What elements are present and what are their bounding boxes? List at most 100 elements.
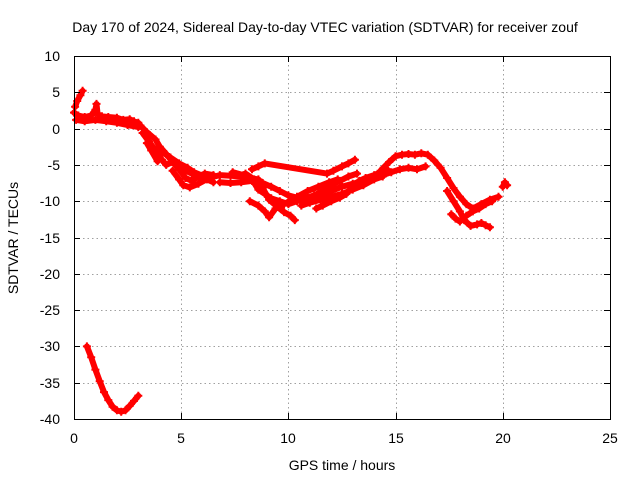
axes: 0 5 10 15 20 25 10 5 0 -5 -10 -15 -20 -25 -30 -35 -40 <box>40 48 618 446</box>
series-end_spike <box>498 178 512 191</box>
data-point-marker <box>498 182 507 191</box>
data-point-marker <box>147 146 156 155</box>
data-point-marker <box>78 86 87 95</box>
data-point-marker <box>404 163 413 172</box>
data-point-marker <box>95 377 104 386</box>
data-point-marker <box>344 172 353 181</box>
x-axis-label: GPS time / hours <box>289 457 396 473</box>
data-point-marker <box>175 159 184 168</box>
y-tick-label: -15 <box>40 230 60 246</box>
data-point-marker <box>91 115 100 124</box>
data-point-marker <box>333 175 342 184</box>
data-point-marker <box>280 208 289 217</box>
data-point-marker <box>112 118 121 127</box>
data-point-marker <box>82 342 91 351</box>
data-point-marker <box>387 168 396 177</box>
data-point-marker <box>462 211 471 220</box>
data-point-marker <box>325 178 334 187</box>
y-tick-label: -10 <box>40 193 60 209</box>
data-point-marker <box>338 182 346 191</box>
data-point-marker <box>455 207 464 216</box>
data-point-marker <box>190 168 199 177</box>
data-point-marker <box>344 159 353 168</box>
data-point-marker <box>455 217 464 226</box>
data-point-marker <box>314 182 323 191</box>
data-point-marker <box>462 200 471 209</box>
data-point-marker <box>123 121 132 129</box>
data-point-marker <box>391 152 400 161</box>
data-point-marker <box>417 149 426 158</box>
chart-title: Day 170 of 2024, Sidereal Day-to-day VTE… <box>72 19 578 35</box>
data-point-marker <box>443 187 452 195</box>
data-point-marker <box>481 221 490 230</box>
y-tick-label: -5 <box>48 157 61 173</box>
x-tick-label: 20 <box>495 430 511 446</box>
data-point-marker <box>350 155 359 164</box>
data-point-marker <box>316 195 325 204</box>
y-axis-label: SDTVAR / TECUs <box>5 182 21 294</box>
y-tick-label: 0 <box>52 121 60 137</box>
data-point-marker <box>194 179 203 188</box>
data-point-marker <box>312 204 321 213</box>
data-point-marker <box>136 121 145 130</box>
data-point-marker <box>280 200 289 209</box>
data-point-marker <box>87 353 96 362</box>
data-point-marker <box>166 153 175 162</box>
data-point-marker <box>329 166 338 175</box>
data-point-marker <box>183 163 192 172</box>
data-point-marker <box>80 117 89 126</box>
data-point-marker <box>260 159 269 168</box>
data-point-marker <box>385 158 394 166</box>
data-point-marker <box>473 220 482 229</box>
data-point-marker <box>318 201 327 210</box>
data-point-marker <box>423 150 432 159</box>
data-point-marker <box>310 191 319 200</box>
data-point-marker <box>228 168 237 177</box>
series-trail <box>143 140 213 181</box>
data-point-marker <box>248 165 256 174</box>
data-point-marker <box>451 214 460 223</box>
data-point-marker <box>179 181 188 190</box>
data-point-marker <box>348 182 357 191</box>
data-point-marker <box>155 142 164 151</box>
data-point-marker <box>468 207 477 216</box>
data-point-marker <box>157 147 166 156</box>
data-point-marker <box>355 176 364 185</box>
data-point-marker <box>449 184 458 193</box>
data-point-marker <box>258 184 267 193</box>
data-point-marker <box>117 407 126 416</box>
data-point-marker <box>185 183 194 192</box>
data-point-marker <box>410 150 419 159</box>
series-descent_end_b <box>447 197 497 226</box>
data-point-marker <box>254 162 263 171</box>
data-point-marker <box>125 401 134 410</box>
data-point-marker <box>271 204 280 213</box>
data-point-marker <box>72 115 81 124</box>
data-point-marker <box>436 163 445 172</box>
data-point-marker <box>370 171 379 180</box>
data-point-marker <box>361 174 370 182</box>
data-point-marker <box>342 189 351 198</box>
data-point-marker <box>323 169 331 178</box>
data-point-marker <box>153 157 162 166</box>
data-point-marker <box>254 201 263 210</box>
y-tick-label: -40 <box>40 411 60 427</box>
series-low_u <box>82 342 143 416</box>
data-point-marker <box>71 102 80 111</box>
x-tick-label: 15 <box>388 430 404 446</box>
data-point-marker <box>485 223 494 232</box>
data-point-marker <box>275 187 284 195</box>
x-tick-label: 5 <box>177 430 185 446</box>
x-tick-label: 10 <box>280 430 296 446</box>
data-point-marker <box>293 192 301 201</box>
data-point-marker <box>466 221 475 230</box>
data-point-marker <box>104 396 113 405</box>
y-tick-label: -20 <box>40 266 60 282</box>
series-hump_low <box>378 162 430 180</box>
data-point-marker <box>443 174 452 182</box>
data-point-marker <box>284 191 293 200</box>
data-point-marker <box>481 200 490 209</box>
data-point-marker <box>395 165 404 174</box>
data-point-marker <box>488 197 497 206</box>
